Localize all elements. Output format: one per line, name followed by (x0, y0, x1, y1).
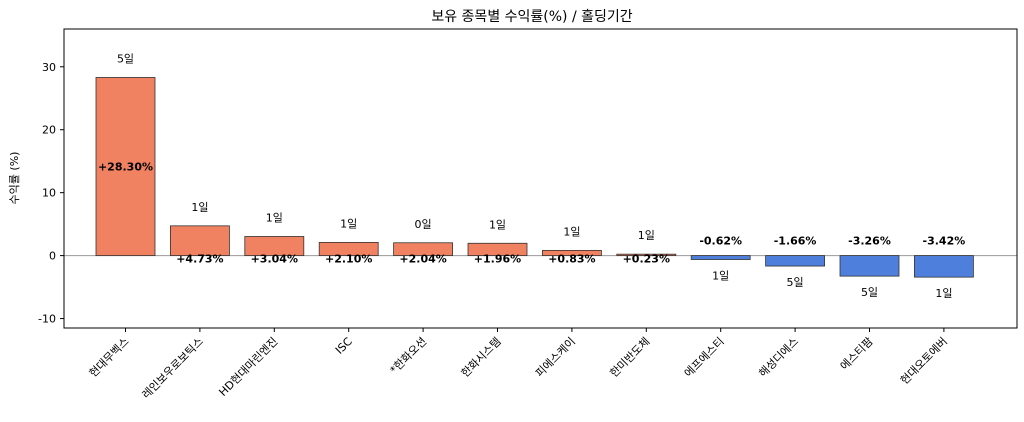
holding-days-label: 5일 (787, 275, 804, 289)
x-tick-label: 피에스케이 (533, 335, 578, 380)
data-label: +1.96% (474, 253, 521, 266)
bar (393, 242, 454, 257)
holding-days-label: 1일 (340, 216, 357, 230)
bar (244, 236, 305, 257)
x-tick-label: *한화오션 (388, 335, 430, 377)
data-label: -1.66% (774, 235, 817, 248)
data-label: +2.04% (399, 253, 446, 266)
x-tick-label: 현대무벡스 (87, 335, 132, 380)
data-label: +0.23% (623, 253, 670, 266)
x-tick-label: 한미반도체 (607, 335, 652, 380)
bar (467, 242, 528, 257)
data-label: +28.30% (98, 161, 153, 174)
holding-days-label: 1일 (191, 200, 208, 214)
data-label: +3.04% (251, 253, 298, 266)
x-tick-label: 에프에스티 (682, 335, 727, 380)
bar (839, 255, 900, 277)
y-tick-label: 10 (42, 187, 56, 200)
bar (542, 249, 602, 257)
bar (914, 255, 974, 278)
x-tick-label: ISC (333, 335, 355, 357)
data-label: +0.83% (548, 253, 595, 266)
bar (765, 255, 825, 267)
chart-title: 보유 종목별 수익률(%) / 홀딩기간 (431, 9, 632, 25)
x-tick-label: 현대오토에버 (898, 335, 950, 387)
x-tick-label: 레인보우로보틱스 (140, 335, 206, 401)
holding-days-label: 5일 (861, 285, 878, 299)
x-tick-label: HD현대마린엔진 (216, 335, 280, 399)
holding-days-label: 1일 (935, 286, 952, 300)
x-tick-label: 해성디에스 (756, 334, 802, 380)
plot-frame (63, 28, 1018, 329)
holding-days-label: 5일 (117, 51, 134, 65)
holding-days-label: 0일 (415, 217, 432, 231)
bar (690, 255, 751, 260)
data-label: -3.42% (923, 235, 966, 248)
y-axis-label: 수익률 (%) (8, 152, 21, 205)
holding-days-label: 1일 (638, 228, 655, 242)
x-tick-label: 한화시스템 (459, 335, 504, 380)
holding-days-label: 1일 (563, 224, 580, 238)
x-tick-label: 에스티팜 (838, 335, 876, 373)
data-label: -3.26% (848, 235, 891, 248)
bar (318, 241, 379, 257)
y-tick-label: 0 (49, 250, 56, 263)
y-tick-label: -10 (38, 313, 56, 326)
holding-days-label: 1일 (489, 217, 506, 231)
y-tick-label: 20 (42, 124, 56, 137)
data-label: +2.10% (325, 253, 372, 266)
bar (95, 77, 156, 257)
bar (616, 253, 677, 257)
bar (169, 225, 230, 257)
data-label: +4.73% (176, 253, 223, 266)
data-label: -0.62% (699, 235, 742, 248)
holding-days-label: 1일 (266, 210, 283, 224)
y-tick-label: 30 (42, 61, 56, 74)
holding-days-label: 1일 (712, 269, 729, 283)
